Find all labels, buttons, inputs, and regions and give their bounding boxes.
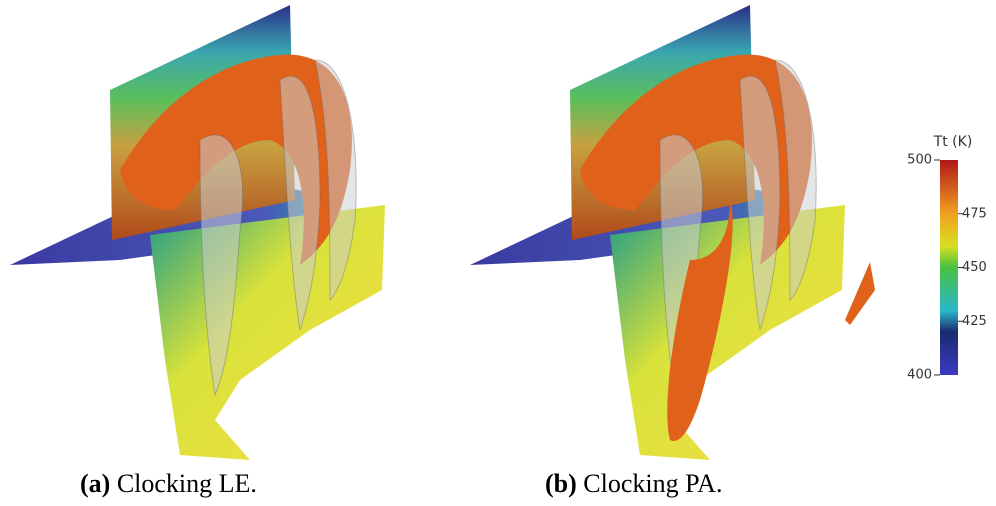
caption-text-b: Clocking PA. [583,469,722,498]
label-a: (a) [80,469,110,498]
blob-b [667,200,733,441]
render-a [9,4,386,461]
tick-label: 425 [962,314,987,329]
tick-label: 475 [962,206,987,221]
tick-label: 400 [907,368,932,383]
tick-label: 500 [907,153,932,168]
colorbar [940,160,958,375]
render-b [469,4,846,461]
caption-a: (a) Clocking LE. [80,469,257,498]
blob-b2 [845,262,875,325]
label-b: (b) [545,469,577,498]
colorbar-title: Tt (K) [933,134,973,150]
caption-b: (b) Clocking PA. [545,469,722,498]
tick-label: 450 [962,260,987,275]
caption-text-a: Clocking LE. [117,469,257,498]
